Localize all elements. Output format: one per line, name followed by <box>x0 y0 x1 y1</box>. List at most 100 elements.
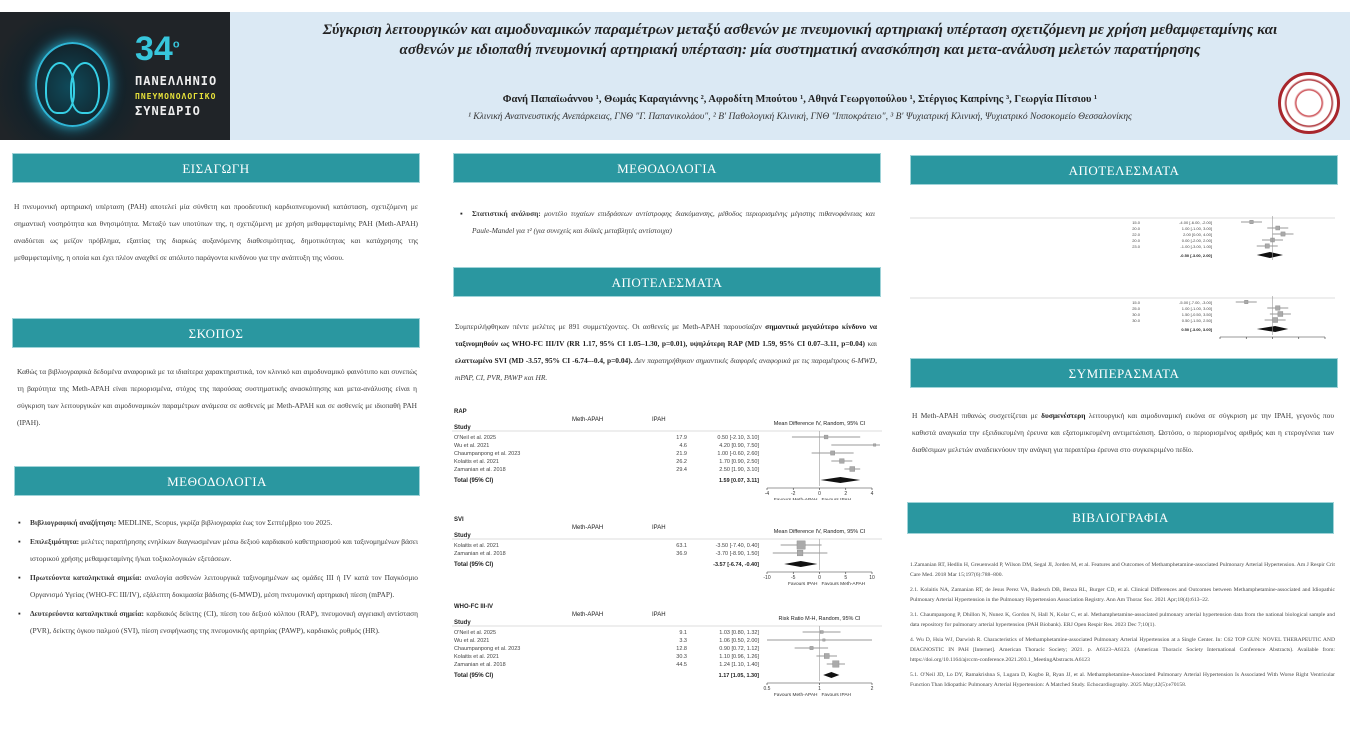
study-name: Kolaitis et al. 2021 <box>454 459 499 465</box>
study-ci-label: 1.06 [0.50, 2.00] <box>719 638 759 644</box>
reference-item: 1.Zamanian RT, Hedlin H, Greuenwald P, W… <box>910 562 1335 578</box>
study-ci-label: 2.00 [0.00, 4.00] <box>1183 232 1212 237</box>
study-marker <box>1244 300 1249 304</box>
methods-item: Βιβλιογραφική αναζήτηση: MEDLINE, Scopus… <box>18 514 418 531</box>
study-ci-label: 0.90 [0.72, 1.12] <box>719 646 759 652</box>
total-ci-label: 1.17 [1.05, 1.30] <box>719 673 760 679</box>
conclusions-t1: Η Meth-APAH πιθανώς συσχετίζεται με <box>912 411 1042 420</box>
references-list: 1.Zamanian RT, Hedlin H, Greuenwald P, W… <box>910 560 1335 695</box>
study-ci-label: 1.24 [1.10, 1.40] <box>719 662 759 668</box>
item-label: Επιλεξιμότητα: <box>30 537 80 546</box>
total-ci-label: -3.57 [-6.74, -0.40] <box>713 562 759 568</box>
methods2-list: Στατιστική ανάλυση: μοντέλο τυχαίων επιδ… <box>460 205 875 241</box>
study-weight: 30.3 <box>676 654 687 660</box>
conference-logo: 34ο ΠΑΝΕΛΛΗΝΙΟ ΠΝΕΥΜΟΝΟΛΟΓΙΚΟ ΣΥΝΕΔΡΙΟ <box>0 12 230 140</box>
aim-text: Καθώς τα βιβλιογραφικά δεδομένα αναφορικ… <box>17 367 417 427</box>
logo-line1: ΠΑΝΕΛΛΗΝΙΟ <box>135 74 218 88</box>
study-ci-label: 1.00 [-0.60, 2.60] <box>717 451 759 457</box>
x-tick-label: 2 <box>844 491 847 497</box>
effect-header: Mean Difference IV, Random, 95% CI <box>774 421 866 427</box>
study-marker <box>809 646 814 650</box>
study-weight: 15.0 <box>1132 300 1141 305</box>
results-b1: σημαντικά μεγαλύτερο κίνδυνο να ταξινομη… <box>455 322 878 348</box>
university-seal-logo <box>1278 72 1340 134</box>
study-marker <box>839 458 845 464</box>
section-heading-conclusions: ΣΥΜΠΕΡΑΣΜΑΤΑ <box>910 358 1338 388</box>
total-label: Total (95% CI) <box>454 673 493 679</box>
total-label: Total (95% CI) <box>454 478 493 484</box>
study-marker <box>832 660 840 668</box>
total-ci-label: 1.59 [0.07, 3.11] <box>719 478 759 484</box>
study-name: O'Neil et al. 2025 <box>454 630 496 636</box>
study-name: O'Neil et al. 2025 <box>454 435 496 441</box>
forest-plot-rap: RAP Meth-APAH IPAH Mean Difference IV, Rand… <box>452 409 882 500</box>
study-weight: 44.5 <box>676 662 687 668</box>
study-name: Wu et al. 2021 <box>454 638 489 644</box>
study-header: Study <box>454 533 471 539</box>
section-heading-intro: ΕΙΣΑΓΩΓΗ <box>12 153 420 183</box>
study-marker <box>1249 220 1254 224</box>
study-weight: 20.0 <box>1132 226 1141 231</box>
results-t1: Συμπεριλήφθηκαν πέντε μελέτες με 891 συμ… <box>455 322 766 331</box>
study-marker <box>1280 231 1286 237</box>
x-tick-label: -4 <box>765 491 770 497</box>
x-tick-label: 4 <box>871 491 874 497</box>
group1-label: Meth-APAH <box>572 525 603 531</box>
forest-plot-right-1: -4.00 [-6.00, -2.00] 15.0 1.00 [-1.00, 3.0… <box>910 216 1335 260</box>
study-marker <box>796 540 806 550</box>
study-weight: 23.0 <box>1132 244 1141 249</box>
study-name: Kolaitis et al. 2021 <box>454 654 499 660</box>
study-weight: 4.6 <box>679 443 687 449</box>
section-heading-aim: ΣΚΟΠΟΣ <box>12 318 420 348</box>
x-tick-label: 2 <box>871 686 874 692</box>
item-label: Στατιστική ανάλυση: <box>472 209 541 218</box>
study-ci-label: 1.00 [-1.00, 3.00] <box>1182 226 1212 231</box>
favours-left-label: Favours Meth-APAH <box>774 692 818 698</box>
study-ci-label: 1.03 [0.80, 1.32] <box>719 630 759 636</box>
study-ci-label: -4.00 [-6.00, -2.00] <box>1179 220 1212 225</box>
methods-item: Δευτερεύοντα καταληκτικά σημεία: καρδιακ… <box>18 605 418 639</box>
study-weight: 36.9 <box>676 551 687 557</box>
favours-right-label: Favours Meth-APAH <box>822 581 866 587</box>
study-ci-label: -3.70 [-8.90, 1.50] <box>716 551 760 557</box>
study-marker <box>797 549 804 557</box>
results-t3: Δεν παρατηρήθηκαν σημαντικές διαφορές αν… <box>455 356 877 382</box>
forest-plot-svi: SVI Meth-APAH IPAH Mean Difference IV, Rand… <box>452 517 882 587</box>
total-diamond <box>1256 252 1283 258</box>
study-ci-label: -5.00 [-7.00, -3.00] <box>1179 300 1212 305</box>
total-diamond <box>784 561 818 567</box>
conclusions-b1: δυσμενέστερη <box>1041 411 1086 420</box>
plot-title: RAP <box>454 409 467 415</box>
study-marker <box>822 638 826 642</box>
study-weight: 12.8 <box>676 646 687 652</box>
section-heading-references: ΒΙΒΛΙΟΓΡΑΦΙΑ <box>907 502 1334 534</box>
x-tick-label: -10 <box>763 575 770 581</box>
effect-header: Risk Ratio M-H, Random, 95% CI <box>779 616 861 622</box>
study-ci-label: 0.00 [-2.00, 2.00] <box>1182 238 1212 243</box>
study-marker <box>1277 311 1284 317</box>
forest-plot-right-2: -5.00 [-7.00, -3.00] 15.0 1.00 [-1.00, 3.0… <box>910 296 1335 339</box>
forest-plot-who-fc: WHO-FC III-IV Meth-APAH IPAH Risk Ratio M-H… <box>452 604 882 698</box>
group1-label: Meth-APAH <box>572 417 603 423</box>
study-marker <box>1264 243 1270 249</box>
favours-left-label: Favours IPAH <box>788 581 818 587</box>
study-ci-label: 1.00 [-1.00, 3.00] <box>1182 306 1212 311</box>
authors: Φανή Παπαϊωάννου ¹, Θωμάς Καραγιάννης ²,… <box>502 94 1098 105</box>
study-ci-label: 2.50 [1.90, 3.10] <box>719 467 759 473</box>
favours-right-label: Favours IPAH <box>822 497 852 500</box>
study-marker <box>873 443 877 447</box>
results-text: Συμπεριλήφθηκαν πέντε μελέτες με 891 συμ… <box>455 318 877 386</box>
plot-title: WHO-FC III-IV <box>454 604 493 610</box>
x-tick-label: 0.5 <box>764 686 771 692</box>
study-header: Study <box>454 425 471 431</box>
study-name: Wu et al. 2021 <box>454 443 489 449</box>
reference-item: 2.1. Kolaitis NA, Zamanian RT, de Jesus … <box>910 587 1335 603</box>
effect-header: Mean Difference IV, Random, 95% CI <box>774 529 866 535</box>
study-weight: 30.0 <box>1132 318 1141 323</box>
study-name: Zamanian et al. 2018 <box>454 662 506 668</box>
item-label: Δευτερεύοντα καταληκτικά σημεία: <box>30 609 144 618</box>
study-marker <box>849 466 855 472</box>
study-name: Zamanian et al. 2018 <box>454 551 506 557</box>
logo-sup: ο <box>172 38 180 51</box>
x-tick-label: -5 <box>791 575 796 581</box>
